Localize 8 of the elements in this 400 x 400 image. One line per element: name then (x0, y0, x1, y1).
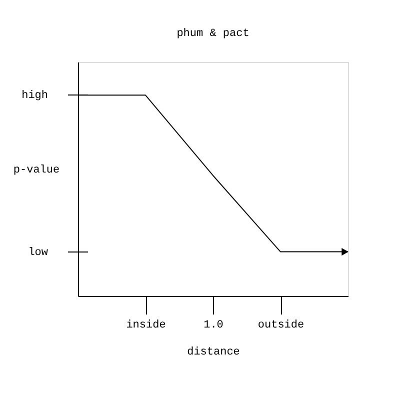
chart-title: phum & pact (176, 28, 250, 40)
text: high (22, 90, 48, 102)
x-tick-label: 1.0 (204, 320, 224, 332)
x-axis-title: distance (187, 346, 240, 358)
x-tick-label: inside (126, 320, 166, 332)
y-axis-title: p-value (13, 164, 60, 176)
text: low (28, 247, 48, 259)
x-tick-label: outside (258, 320, 304, 332)
